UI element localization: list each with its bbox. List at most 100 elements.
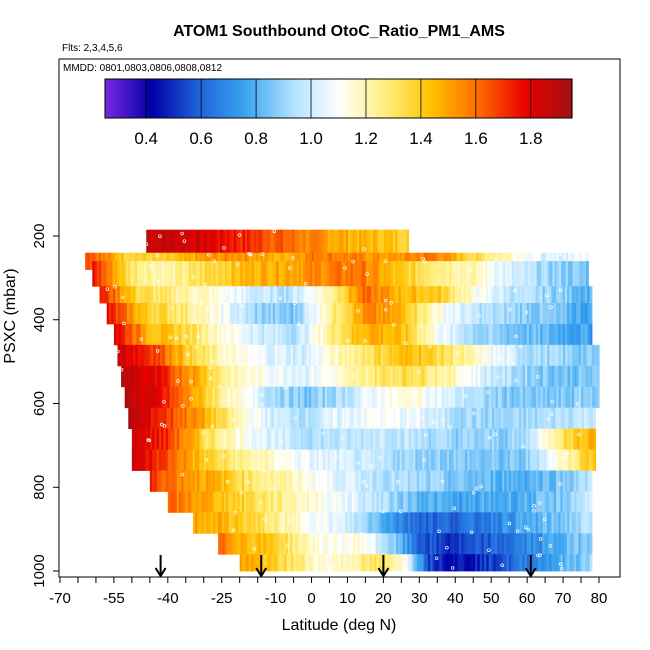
heatmap-cell xyxy=(511,323,514,346)
heatmap-cell xyxy=(582,286,586,304)
heatmap-cell xyxy=(276,533,280,555)
heatmap-cell xyxy=(405,491,409,513)
heatmap-cell xyxy=(572,261,576,287)
colorbar-segment xyxy=(142,79,147,118)
heatmap-cell xyxy=(338,303,341,325)
heatmap-cell xyxy=(371,491,375,513)
heatmap-cell xyxy=(373,533,377,555)
heatmap-cell xyxy=(499,323,503,346)
heatmap-cell xyxy=(176,428,180,450)
heatmap-cell xyxy=(179,428,182,450)
heatmap-cell xyxy=(426,365,430,388)
heatmap-cell xyxy=(242,407,246,430)
heatmap-cell xyxy=(533,533,537,555)
x-tick-label: -70 xyxy=(49,590,71,607)
heatmap-cell xyxy=(310,407,314,430)
sample-marker xyxy=(237,233,242,237)
heatmap-cell xyxy=(268,491,272,513)
heatmap-cell xyxy=(437,554,440,572)
heatmap-cell xyxy=(363,554,366,572)
heatmap-cell xyxy=(337,286,341,304)
heatmap-cell xyxy=(344,386,348,409)
heatmap-cell xyxy=(248,554,252,572)
heatmap-cell xyxy=(298,365,302,388)
heatmap-cell xyxy=(471,428,475,450)
heatmap-cell xyxy=(403,323,407,346)
heatmap-cell xyxy=(556,365,560,388)
colorbar-segment xyxy=(519,79,523,118)
heatmap-cell xyxy=(307,365,311,388)
heatmap-cell xyxy=(578,286,582,304)
heatmap-cell xyxy=(152,449,155,471)
heatmap-cell xyxy=(181,449,185,471)
heatmap-cell xyxy=(319,286,323,304)
heatmap-cell xyxy=(373,286,377,304)
heatmap-cell xyxy=(284,365,288,388)
heatmap-cell xyxy=(477,386,481,409)
heatmap-cell xyxy=(405,470,409,492)
sample-marker xyxy=(189,397,193,401)
heatmap-cell xyxy=(574,386,578,409)
sample-marker xyxy=(521,444,525,448)
heatmap-cell xyxy=(541,428,545,450)
heatmap-cell xyxy=(320,449,324,471)
heatmap-cell xyxy=(531,533,534,555)
sample-marker xyxy=(235,262,240,266)
heatmap-cell xyxy=(576,344,580,367)
heatmap-cell xyxy=(453,261,457,287)
heatmap-cell xyxy=(461,323,465,346)
heatmap-cell xyxy=(467,407,471,430)
heatmap-cell xyxy=(437,261,441,287)
heatmap-cell xyxy=(261,286,265,304)
heatmap-cell xyxy=(396,386,400,409)
heatmap-cell xyxy=(188,407,192,430)
heatmap-cell xyxy=(312,261,316,287)
heatmap-cell xyxy=(272,344,276,367)
heatmap-cell xyxy=(486,386,490,409)
heatmap-cell xyxy=(432,554,436,572)
sample-marker xyxy=(381,509,385,514)
heatmap-cell xyxy=(222,533,226,555)
heatmap-cell xyxy=(324,470,328,492)
heatmap-cell xyxy=(342,344,346,367)
heatmap-cell xyxy=(587,470,591,492)
heatmap-cell xyxy=(434,470,438,492)
heatmap-cell xyxy=(162,386,166,409)
heatmap-cell xyxy=(517,470,521,492)
heatmap-cell xyxy=(199,470,203,492)
heatmap-cell xyxy=(459,303,463,325)
heatmap-cell xyxy=(320,323,324,346)
heatmap-cell xyxy=(474,286,478,304)
sample-marker xyxy=(550,399,555,404)
heatmap-cell xyxy=(192,470,196,492)
colorbar-segment xyxy=(507,79,512,118)
heatmap-cell xyxy=(515,491,519,513)
heatmap-cell xyxy=(450,286,454,304)
heatmap-cell xyxy=(347,470,351,492)
heatmap-cell xyxy=(537,491,541,513)
heatmap-cell xyxy=(342,323,346,346)
heatmap-cell xyxy=(222,407,226,430)
heatmap-cell xyxy=(159,261,163,287)
heatmap-cell xyxy=(302,428,306,450)
heatmap-cell xyxy=(211,261,215,287)
heatmap-cell xyxy=(540,386,544,409)
heatmap-cell xyxy=(288,303,292,325)
colorbar-segment xyxy=(262,79,267,118)
heatmap-cell xyxy=(324,491,328,513)
heatmap-cell xyxy=(472,554,476,572)
heatmap-cell xyxy=(262,491,265,513)
heatmap-cell xyxy=(287,512,290,534)
heatmap-cell xyxy=(343,449,347,471)
x-tick-label: 0 xyxy=(307,590,315,607)
sample-marker xyxy=(384,298,388,303)
heatmap-cell xyxy=(200,229,203,254)
heatmap-cell xyxy=(149,323,153,346)
heatmap-cell xyxy=(457,323,461,346)
heatmap-cell xyxy=(469,407,473,430)
heatmap-cell xyxy=(390,261,394,287)
heatmap-cell xyxy=(379,261,383,287)
heatmap-cell xyxy=(574,261,578,287)
colorbar-tick-label: 1.4 xyxy=(409,129,433,148)
heatmap-cell xyxy=(282,323,286,346)
